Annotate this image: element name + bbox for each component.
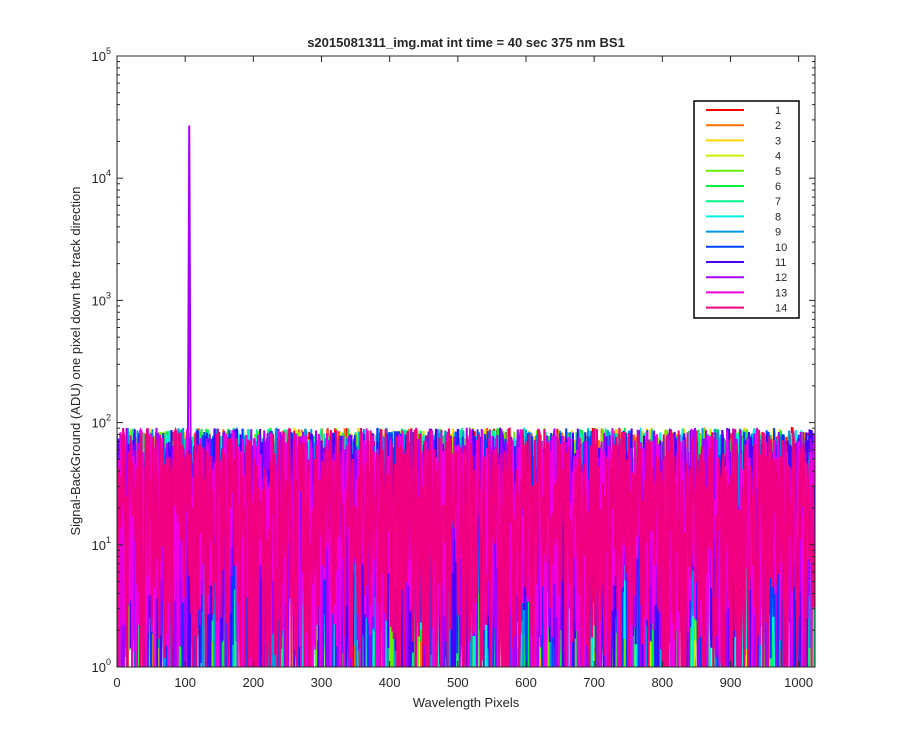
- y-tick-exponent: 3: [106, 290, 111, 300]
- axes-box: [116, 55, 816, 668]
- y-tick-exponent: 0: [106, 657, 111, 667]
- series-line-14: [117, 426, 815, 667]
- legend-label-6: 6: [775, 181, 781, 193]
- legend-label-11: 11: [775, 257, 786, 269]
- x-tick-label: 800: [651, 675, 673, 690]
- x-tick-label: 200: [242, 675, 264, 690]
- legend-label-5: 5: [775, 166, 781, 178]
- x-tick-label: 500: [447, 675, 469, 690]
- series-layer: [117, 125, 815, 667]
- x-tick-label: 400: [379, 675, 401, 690]
- y-tick-base: 10: [92, 293, 106, 308]
- x-tick-label: 600: [515, 675, 537, 690]
- y-tick-exponent: 1: [106, 535, 111, 545]
- x-tick-label: 300: [311, 675, 333, 690]
- y-tick-base: 10: [92, 171, 106, 186]
- y-tick-label: 101: [92, 535, 111, 553]
- legend-label-10: 10: [775, 242, 787, 254]
- tick-layer: 0 100 200 300 400 500 600 700 800 900 100010010110…: [92, 46, 815, 690]
- y-tick-exponent: 4: [106, 168, 111, 178]
- y-tick-label: 105: [92, 46, 111, 64]
- y-tick-exponent: 5: [106, 46, 111, 56]
- legend-label-2: 2: [775, 120, 781, 132]
- y-tick-base: 10: [92, 538, 106, 553]
- x-tick-label: 1000: [784, 675, 813, 690]
- legend-label-8: 8: [775, 211, 781, 223]
- y-tick-label: 100: [92, 657, 111, 675]
- legend-label-3: 3: [775, 135, 781, 147]
- legend-label-13: 13: [775, 287, 787, 299]
- y-axis-label: Signal-BackGround (ADU) one pixel down t…: [68, 186, 83, 535]
- legend-label-14: 14: [775, 303, 787, 315]
- legend-label-12: 12: [775, 272, 787, 284]
- legend-label-1: 1: [775, 105, 781, 117]
- x-tick-label: 700: [583, 675, 605, 690]
- legend-box: [693, 100, 800, 319]
- y-tick-label: 104: [92, 168, 111, 186]
- x-tick-label: 100: [174, 675, 196, 690]
- x-axis-label: Wavelength Pixels: [413, 695, 520, 710]
- x-tick-label: 0: [113, 675, 120, 690]
- legend-label-7: 7: [775, 196, 781, 208]
- y-tick-label: 102: [92, 413, 111, 431]
- y-tick-base: 10: [92, 49, 106, 64]
- x-tick-label: 900: [720, 675, 742, 690]
- y-tick-base: 10: [92, 660, 106, 675]
- y-tick-label: 103: [92, 290, 111, 308]
- y-tick-exponent: 2: [106, 413, 111, 423]
- legend-label-4: 4: [775, 151, 781, 163]
- legend-label-9: 9: [775, 227, 781, 239]
- chart-title: s2015081311_img.mat int time = 40 sec 37…: [307, 35, 625, 50]
- y-tick-base: 10: [92, 416, 106, 431]
